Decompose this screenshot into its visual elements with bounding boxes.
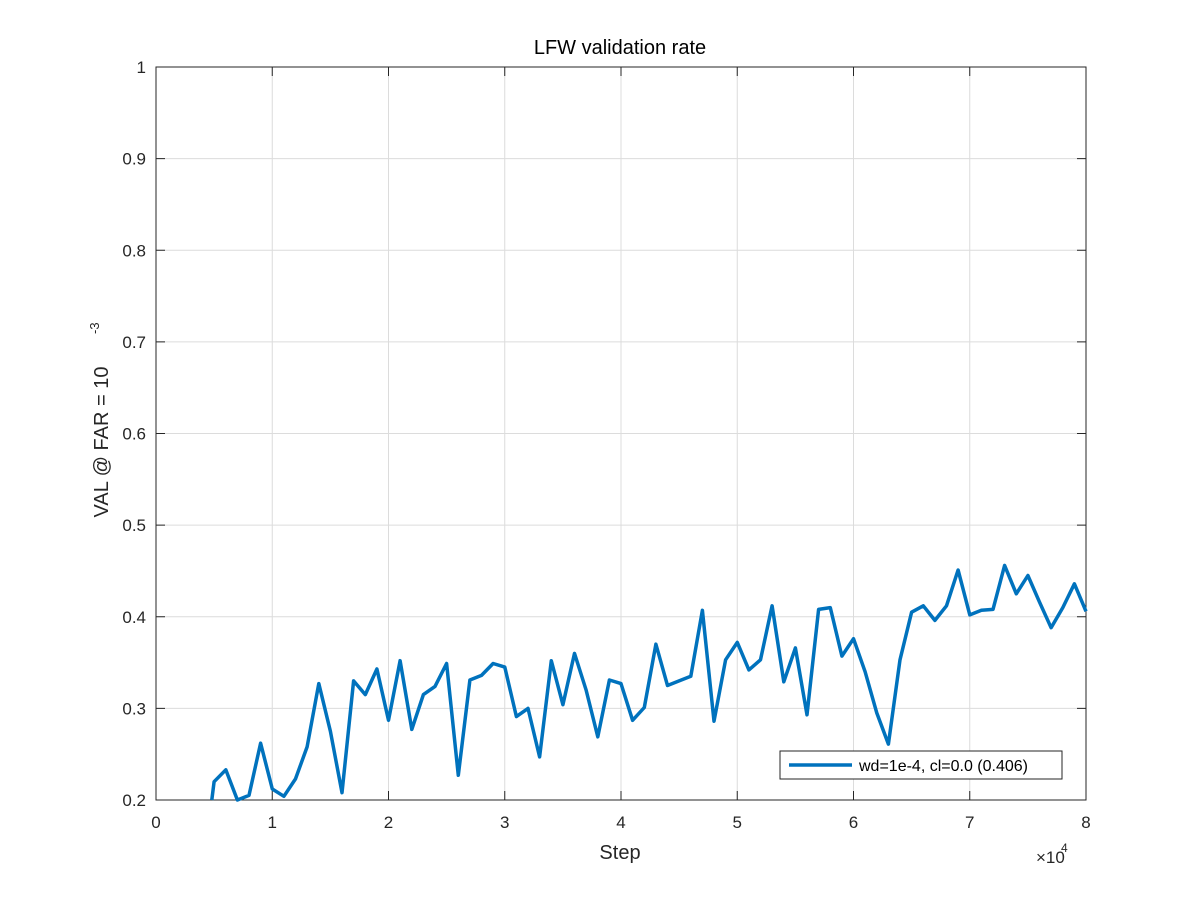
y-axis-title-text: VAL @ FAR = 10 [91, 367, 113, 518]
y-tick-label: 0.4 [122, 608, 146, 627]
tick-marks [155, 66, 1087, 801]
legend-label: wd=1e-4, cl=0.0 (0.406) [858, 758, 1028, 775]
grid-lines [156, 67, 1086, 800]
x-tick-label: 0 [151, 813, 160, 832]
x-tick-label: 4 [616, 813, 625, 832]
x-tick-label: 1 [268, 813, 277, 832]
tick-labels: 0 1 2 3 4 5 6 7 8 0.2 0.3 0.4 0.5 0.6 0.7 0.8 0.9 1 [122, 58, 1090, 832]
y-tick-label: 0.8 [122, 241, 146, 260]
x-tick-label: 5 [733, 813, 742, 832]
y-axis-title: VAL @ FAR = 10 -3 [87, 322, 113, 517]
y-axis-title-exponent: -3 [87, 322, 102, 334]
y-tick-label: 0.9 [122, 150, 146, 169]
chart-title: LFW validation rate [534, 37, 706, 59]
x-multiplier-base: ×10 [1036, 848, 1065, 867]
y-tick-label: 1 [137, 58, 146, 77]
y-tick-label: 0.6 [122, 425, 146, 444]
x-axis-title: Step [599, 842, 640, 864]
x-tick-label: 2 [384, 813, 393, 832]
x-multiplier-exponent: 4 [1061, 841, 1068, 855]
series-line [210, 563, 1088, 802]
series-layer [210, 563, 1088, 802]
legend: wd=1e-4, cl=0.0 (0.406) [779, 750, 1063, 780]
y-tick-label: 0.3 [122, 699, 146, 718]
y-tick-label: 0.7 [122, 333, 146, 352]
y-tick-label: 0.2 [122, 791, 146, 810]
x-axis-multiplier: ×10 4 [1036, 841, 1068, 867]
x-tick-label: 7 [965, 813, 974, 832]
x-tick-label: 3 [500, 813, 509, 832]
x-tick-label: 8 [1081, 813, 1090, 832]
y-tick-label: 0.5 [122, 516, 146, 535]
x-tick-label: 6 [849, 813, 858, 832]
